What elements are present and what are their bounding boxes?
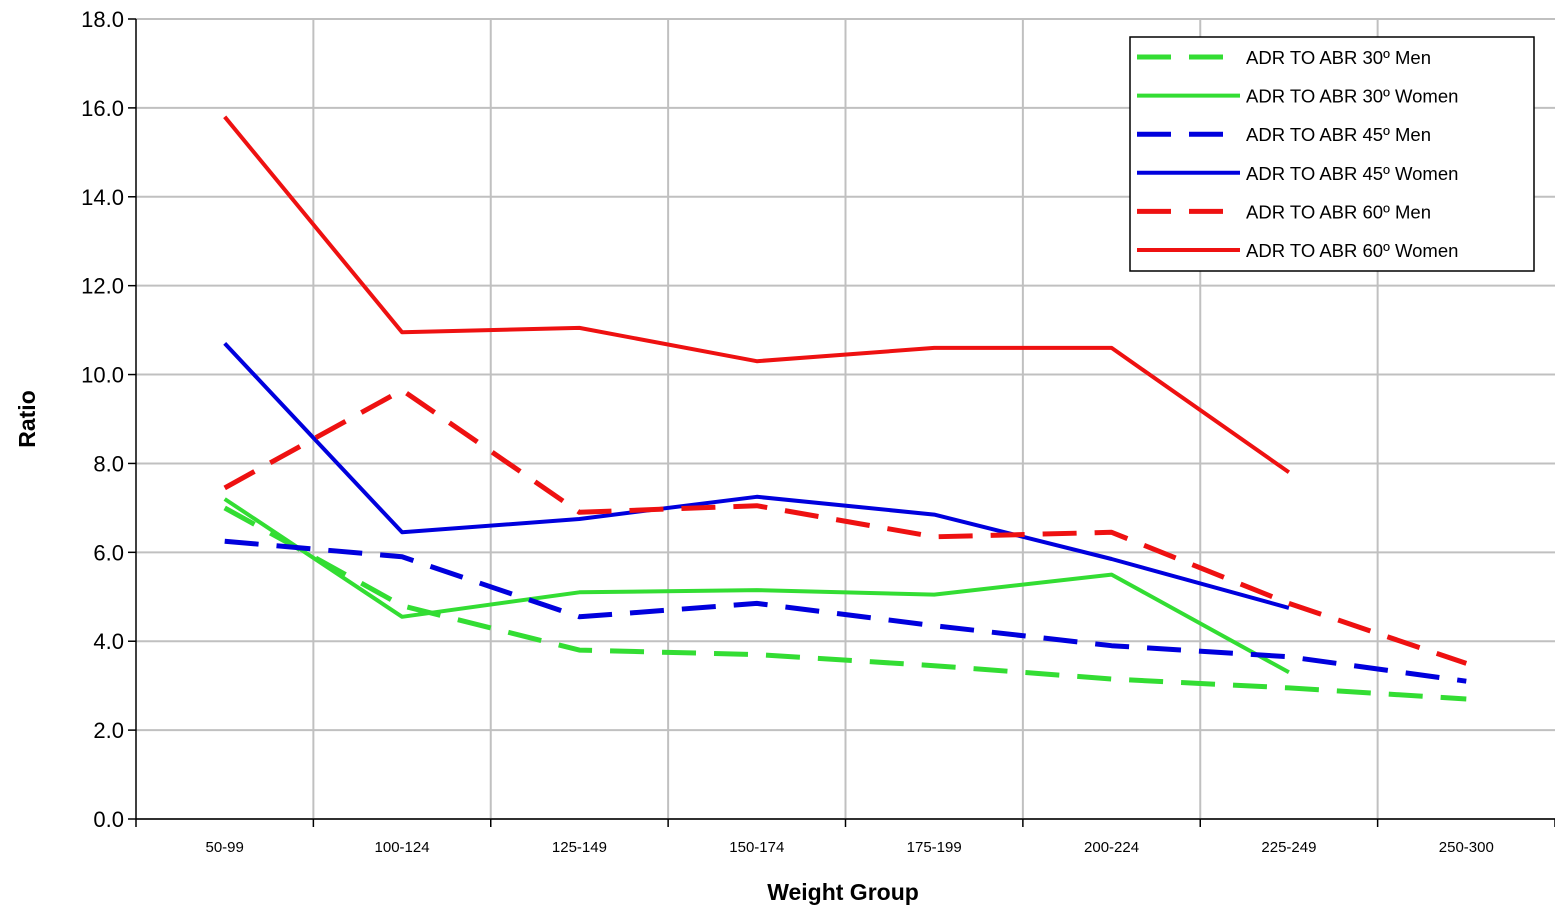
y-tick-label: 8.0 [93,451,124,476]
series-line-4 [223,342,1290,610]
chart-series [223,115,1468,702]
y-axis-label: Ratio [14,390,40,448]
legend-label: ADR TO ABR 60º Women [1246,240,1458,261]
x-tick-label: 100-124 [375,839,430,856]
y-tick-label: 18.0 [81,7,124,32]
x-axis-label: Weight Group [767,879,919,905]
legend-label: ADR TO ABR 30º Women [1246,86,1458,107]
x-axis-tick-labels: 50-99 100-124 125-149 150-174 175-199 200-224… [206,839,1494,856]
chart-axes [128,18,1555,827]
y-axis-tick-labels: 0.0 2.0 4.0 6.0 8.0 10.0 12.0 14.0 16.0 18.0 [81,7,124,832]
legend-label: ADR TO ABR 60º Men [1246,201,1431,222]
series-line-5 [223,387,1468,666]
y-tick-label: 16.0 [81,96,124,121]
series-line-2 [223,497,1290,675]
x-tick-label: 250-300 [1439,839,1494,856]
x-tick-label: 175-199 [907,839,962,856]
x-tick-label: 50-99 [206,839,244,856]
y-tick-label: 0.0 [93,807,124,832]
y-tick-label: 12.0 [81,274,124,299]
x-tick-label: 200-224 [1084,839,1139,856]
y-tick-label: 14.0 [81,185,124,210]
y-tick-label: 2.0 [93,718,124,743]
legend-label: ADR TO ABR 45º Men [1246,124,1431,145]
legend-label: ADR TO ABR 30º Men [1246,47,1431,68]
y-tick-label: 10.0 [81,363,124,388]
legend-box [1129,36,1535,272]
chart-legend: ADR TO ABR 30º Men ADR TO ABR 30º Women AD… [1129,36,1535,272]
x-tick-label: 125-149 [552,839,607,856]
y-tick-label: 6.0 [93,540,124,565]
series-line-6 [223,115,1291,474]
y-tick-label: 4.0 [93,629,124,654]
x-tick-label: 150-174 [729,839,784,856]
series-line-3 [224,538,1467,684]
x-tick-label: 225-249 [1261,839,1316,856]
chart-gridlines [136,18,1555,820]
legend-label: ADR TO ABR 45º Women [1246,163,1458,184]
